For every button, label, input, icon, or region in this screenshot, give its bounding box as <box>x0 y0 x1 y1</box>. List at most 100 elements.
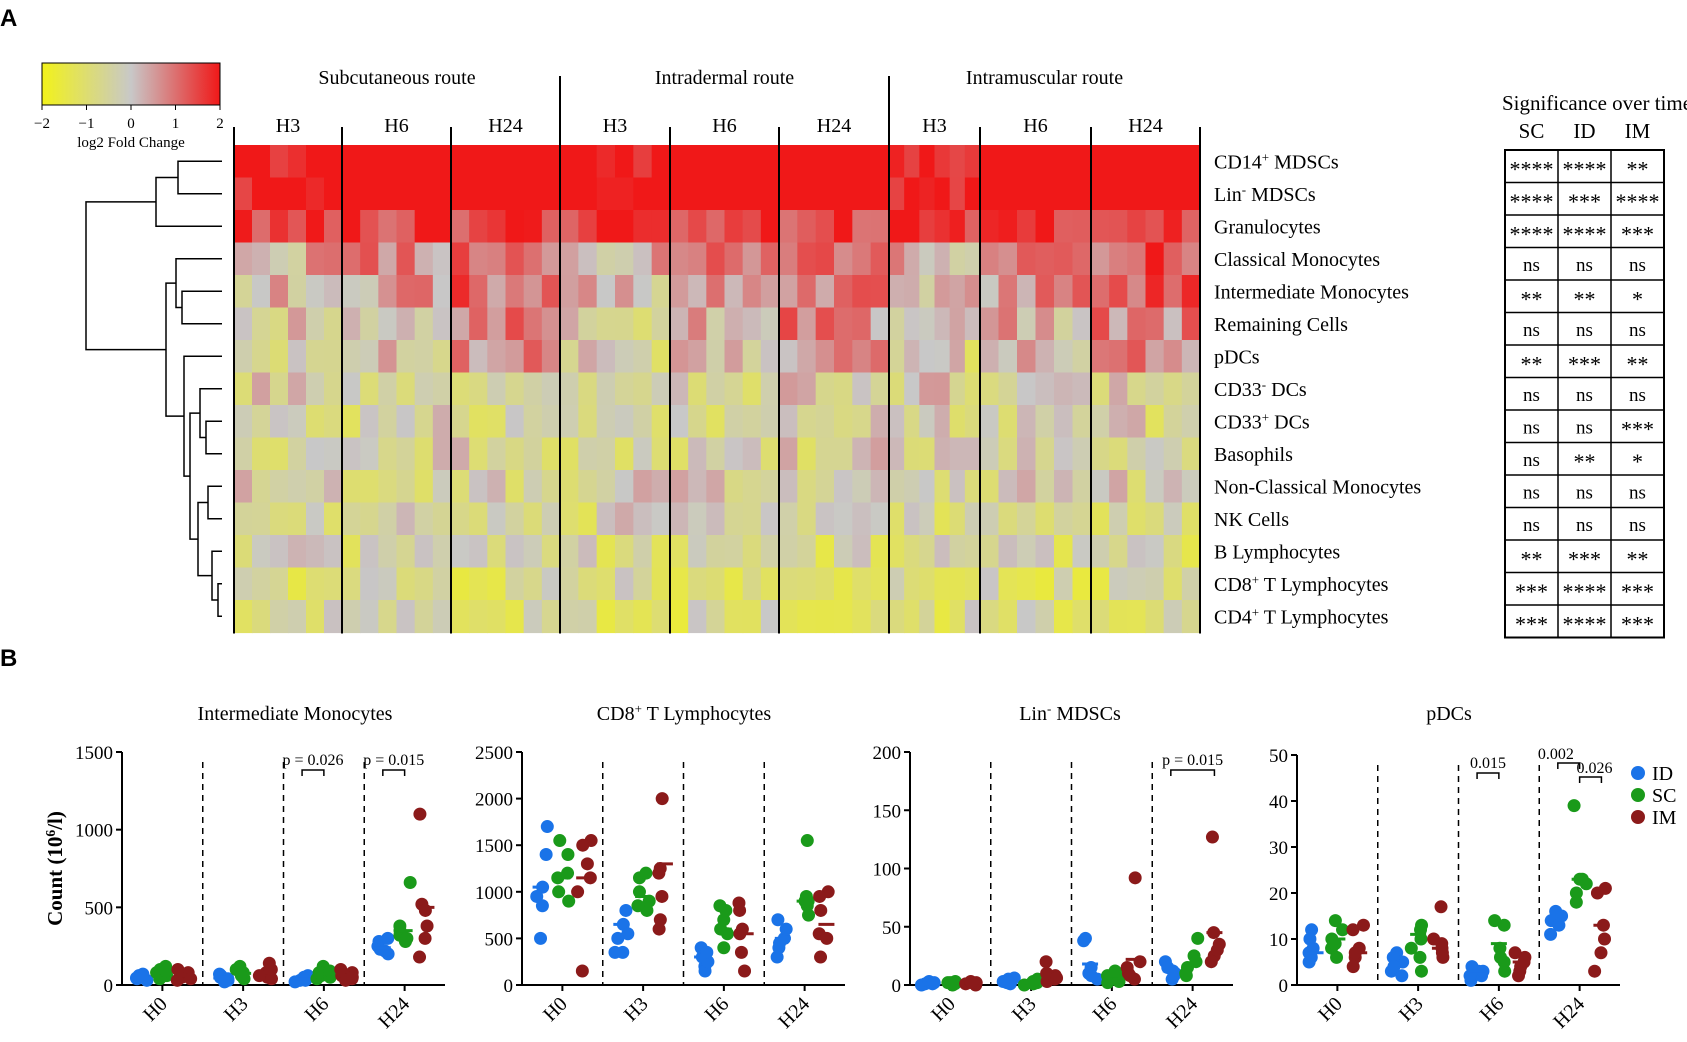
heatmap-cell <box>360 145 379 179</box>
data-point <box>1387 960 1401 974</box>
heatmap-cell <box>396 470 416 504</box>
heatmap-cell <box>360 177 379 211</box>
heatmap-cell <box>1109 177 1128 211</box>
heatmap-cell <box>998 470 1018 504</box>
heatmap-cell <box>523 535 543 569</box>
data-point <box>580 857 594 871</box>
data-point <box>1346 960 1360 974</box>
heatmap-cell <box>1072 502 1092 536</box>
heatmap-cell <box>980 470 1000 504</box>
heatmap-cell <box>998 307 1018 341</box>
heatmap-cell <box>1181 210 1201 244</box>
heatmap-cell <box>596 210 616 244</box>
heatmap-cell <box>779 470 798 504</box>
heatmap-cell <box>1109 535 1128 569</box>
heatmap-cell <box>852 437 872 471</box>
heatmap-cell <box>505 242 525 276</box>
heatmap-cell <box>1181 340 1201 374</box>
heatmap-cell <box>815 145 835 179</box>
heatmap-cell <box>1163 502 1183 536</box>
heatmap-cell <box>396 372 416 406</box>
data-point <box>1330 950 1344 964</box>
heatmap-cell <box>633 177 653 211</box>
heatmap-cell <box>234 502 253 536</box>
heatmap-cell <box>270 177 289 211</box>
heatmap-cell <box>560 372 579 406</box>
heatmap-cell <box>870 242 890 276</box>
heatmap-cell <box>541 177 561 211</box>
heatmap-cell <box>523 210 543 244</box>
significance-column-header: IM <box>1625 119 1651 143</box>
heatmap-cell <box>998 210 1018 244</box>
heatmap-cell <box>815 275 835 309</box>
significance-cell: ns <box>1523 450 1540 471</box>
heatmap-cell <box>560 145 579 179</box>
legend-marker <box>1631 810 1645 824</box>
heatmap-cell <box>234 307 253 341</box>
heatmap-cell <box>1127 600 1147 634</box>
heatmap-cell <box>578 177 598 211</box>
p-value-label: p = 0.026 <box>282 752 343 769</box>
heatmap-cell <box>919 145 936 179</box>
heatmap-cell <box>270 437 289 471</box>
timepoint-header: H3 <box>922 115 946 137</box>
heatmap-cell <box>919 275 936 309</box>
heatmap-cell <box>870 145 890 179</box>
heatmap-cell <box>980 600 1000 634</box>
heatmap-cell <box>378 145 398 179</box>
heatmap-cell <box>541 275 561 309</box>
heatmap-cell <box>760 242 780 276</box>
heatmap-cell <box>306 372 325 406</box>
heatmap-cell <box>578 307 598 341</box>
heatmap-cell <box>724 275 744 309</box>
heatmap-cell <box>596 340 616 374</box>
heatmap-cell <box>1109 372 1128 406</box>
heatmap-cell <box>651 372 671 406</box>
heatmap-cell <box>724 470 744 504</box>
heatmap-cell <box>578 535 598 569</box>
data-point <box>1588 964 1602 978</box>
heatmap-cell <box>1163 437 1183 471</box>
heatmap-cell <box>904 242 920 276</box>
heatmap-cell <box>706 145 726 179</box>
y-axis-label: Count (106/l) <box>43 811 68 926</box>
data-point <box>571 885 585 899</box>
heatmap-cell <box>1017 470 1037 504</box>
heatmap-cell <box>505 535 525 569</box>
data-point <box>403 875 417 889</box>
timepoint-header: H24 <box>817 115 851 137</box>
heatmap-cell <box>505 470 525 504</box>
heatmap-cell <box>1054 470 1074 504</box>
heatmap-cell <box>724 372 744 406</box>
heatmap-cell <box>651 275 671 309</box>
heatmap-cell <box>919 600 936 634</box>
heatmap-cell <box>234 535 253 569</box>
colorbar-tick-label: −2 <box>34 116 50 132</box>
heatmap-cell <box>633 210 653 244</box>
heatmap-cell <box>980 242 1000 276</box>
heatmap-cell <box>870 567 890 601</box>
heatmap-cell <box>870 535 890 569</box>
heatmap-cell <box>324 437 343 471</box>
heatmap-cell <box>633 372 653 406</box>
heatmap-cell <box>998 145 1018 179</box>
heatmap-cell <box>270 567 289 601</box>
heatmap-cell <box>288 437 307 471</box>
heatmap-cell <box>815 340 835 374</box>
heatmap-cell <box>378 600 398 634</box>
heatmap-cell <box>505 145 525 179</box>
colorbar: −2 −1 0 1 2 log2 Fold Change <box>34 62 224 151</box>
heatmap-cell <box>1035 242 1055 276</box>
heatmap-cell <box>523 275 543 309</box>
heatmap-cell <box>378 307 398 341</box>
heatmap-cell <box>1145 405 1165 439</box>
heatmap-cell <box>234 340 253 374</box>
significance-cell: *** <box>1621 221 1654 246</box>
heatmap-cell <box>342 470 361 504</box>
heatmap-cell <box>949 437 966 471</box>
heatmap-cell <box>760 307 780 341</box>
heatmap-cell <box>949 372 966 406</box>
heatmap-cell <box>1163 535 1183 569</box>
significance-cell: **** <box>1563 156 1607 181</box>
heatmap-cell <box>870 437 890 471</box>
